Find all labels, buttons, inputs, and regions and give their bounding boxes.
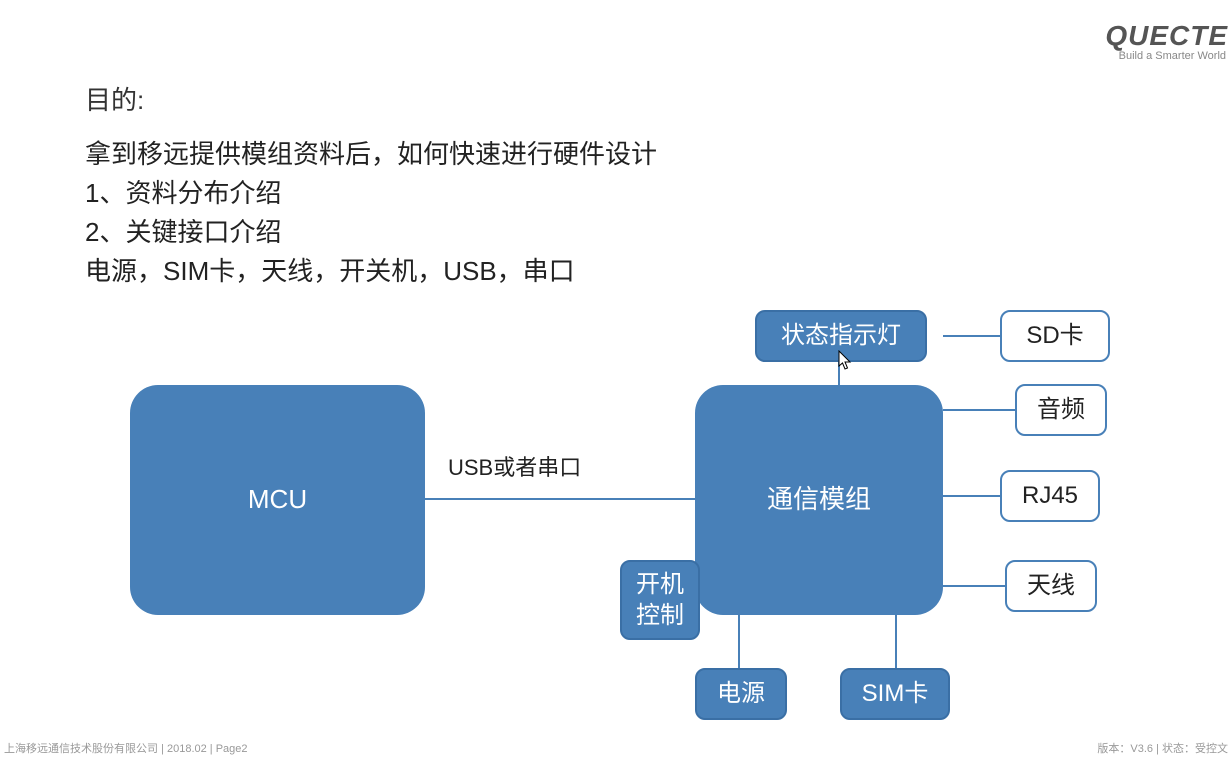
slide-heading: 目的:	[85, 80, 1168, 117]
body-line-4: 电源，SIM卡，天线，开关机，USB，串口	[85, 252, 1168, 291]
node-audio: 音频	[1015, 384, 1107, 436]
brand-logo: QUECTE Build a Smarter World	[1105, 20, 1228, 62]
edge-comm-power	[738, 615, 740, 668]
edge-status-comm	[838, 362, 840, 385]
node-sd: SD卡	[1000, 310, 1110, 362]
edge-mcu-comm	[425, 498, 695, 500]
block-diagram: USB或者串口 MCU 通信模组 状态指示灯开机 控制电源 SIM卡 SD卡音频 RJ45 天…	[130, 310, 1130, 730]
node-sim: SIM卡	[840, 668, 950, 720]
slide-body: 拿到移远提供模组资料后，如何快速进行硬件设计 1、资料分布介绍 2、关键接口介绍…	[85, 135, 1168, 291]
body-line-3: 2、关键接口介绍	[85, 213, 1168, 252]
edge-comm-sim	[895, 615, 897, 668]
node-mcu: MCU	[130, 385, 425, 615]
brand-logo-text: QUECTE	[1105, 20, 1228, 52]
node-status: 状态指示灯	[755, 310, 927, 362]
node-power: 电源	[695, 668, 787, 720]
brand-logo-tagline: Build a Smarter World	[1105, 50, 1228, 62]
body-line-1: 拿到移远提供模组资料后，如何快速进行硬件设计	[85, 135, 1168, 174]
footer-right: 版本：V3.6 | 状态：受控文	[1097, 740, 1228, 756]
edge-comm-sd	[943, 335, 1000, 337]
node-rj45: RJ45	[1000, 470, 1100, 522]
edge-comm-antenna	[943, 585, 1005, 587]
edge-comm-rj45	[943, 495, 1000, 497]
footer-left: 上海移远通信技术股份有限公司 | 2018.02 | Page2	[4, 740, 248, 756]
body-line-2: 1、资料分布介绍	[85, 174, 1168, 213]
slide-content: 目的: 拿到移远提供模组资料后，如何快速进行硬件设计 1、资料分布介绍 2、关键…	[85, 80, 1168, 291]
node-boot: 开机 控制	[620, 560, 700, 640]
connection-label: USB或者串口	[448, 450, 581, 482]
node-comm: 通信模组	[695, 385, 943, 615]
edge-comm-audio	[943, 409, 1015, 411]
node-antenna: 天线	[1005, 560, 1097, 612]
